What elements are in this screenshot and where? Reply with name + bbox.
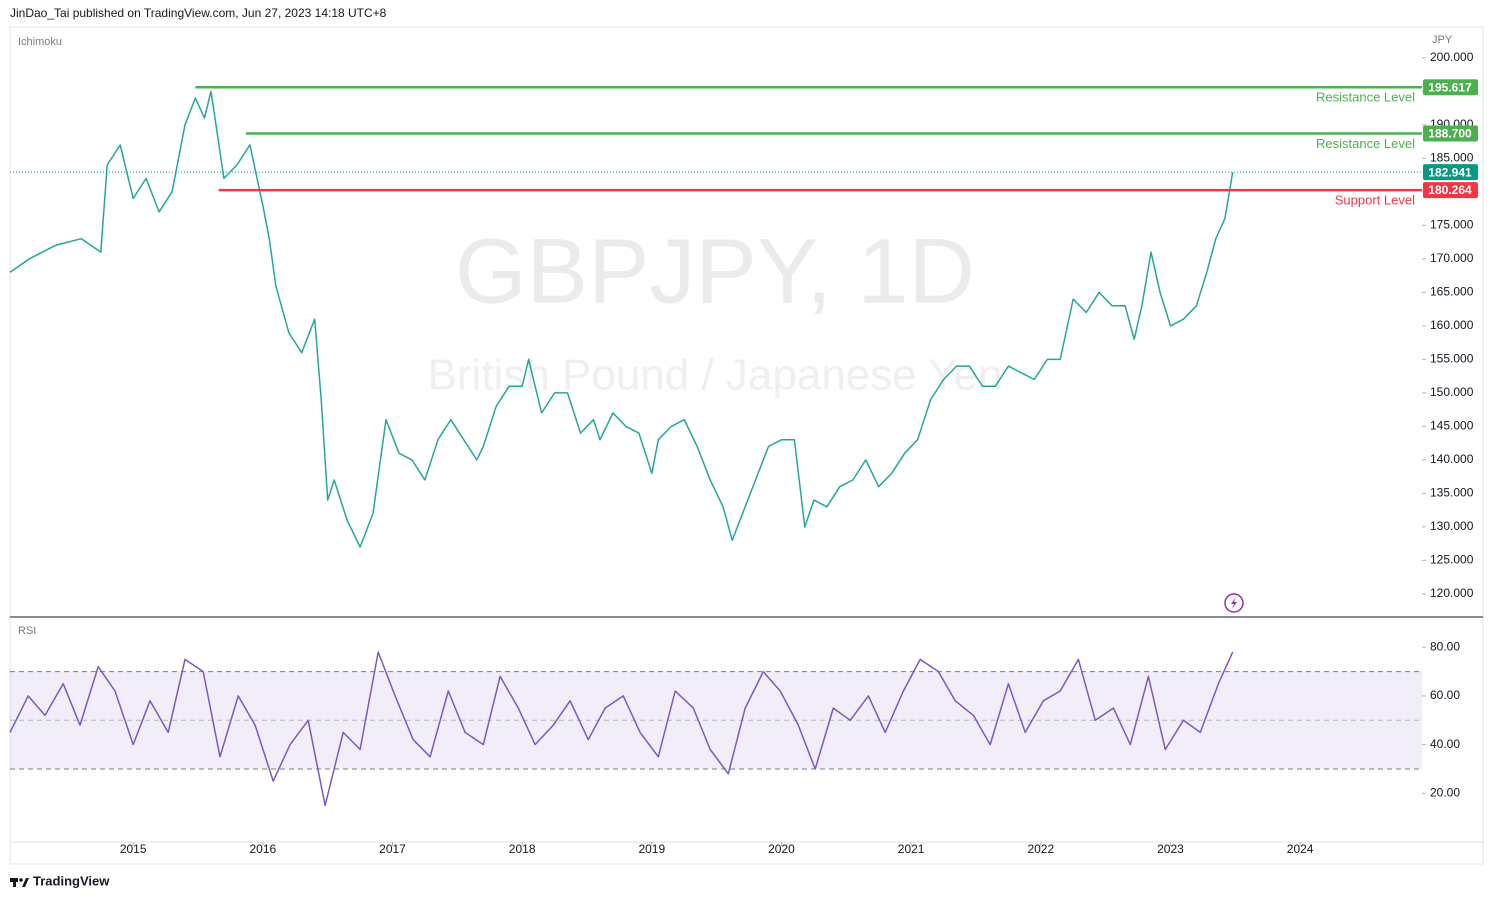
x-tick-label: 2017 [379, 842, 406, 856]
y-tick-label: 40.00 [1430, 737, 1460, 751]
x-tick-label: 2020 [768, 842, 795, 856]
indicator-label: Ichimoku [18, 36, 62, 48]
y-tick-label: 125.000 [1430, 553, 1474, 567]
y-tick-label: 145.000 [1430, 419, 1474, 433]
level-name: Resistance Level [1316, 136, 1415, 151]
brand: TradingView [33, 873, 110, 888]
price-line [9, 90, 1234, 548]
level-value: 180.264 [1428, 183, 1472, 197]
x-tick-label: 2019 [638, 842, 665, 856]
y-tick-label: 185.000 [1430, 151, 1474, 165]
y-tick-label: 175.000 [1430, 218, 1474, 232]
y-tick-label: 135.000 [1430, 486, 1474, 500]
level-value: 195.617 [1428, 80, 1472, 94]
level-name: Support Level [1335, 193, 1415, 208]
price-line [9, 651, 1234, 807]
y-tick-label: 170.000 [1430, 251, 1474, 265]
watermark: GBPJPY, 1D [455, 220, 975, 322]
x-tick-label: 2023 [1157, 842, 1184, 856]
level-tag [1423, 79, 1478, 96]
x-tick-label: 2015 [120, 842, 147, 856]
level-tag [1423, 182, 1478, 199]
y-tick-label: 130.000 [1430, 519, 1474, 533]
unit-label: JPY [1432, 34, 1453, 46]
y-tick-label: 165.000 [1430, 285, 1474, 299]
y-tick-label: 80.00 [1430, 639, 1460, 653]
attribution: JinDao_Tai published on TradingView.com,… [10, 6, 387, 20]
y-tick-label: 140.000 [1430, 452, 1474, 466]
x-tick-label: 2024 [1287, 842, 1314, 856]
y-tick-label: 120.000 [1430, 586, 1474, 600]
y-tick-label: 60.00 [1430, 688, 1460, 702]
level-name: Resistance Level [1316, 90, 1415, 105]
x-tick-label: 2016 [249, 842, 276, 856]
y-tick-label: 160.000 [1430, 318, 1474, 332]
level-tag [1423, 125, 1478, 142]
x-tick-label: 2022 [1027, 842, 1054, 856]
lightning-icon [1224, 593, 1244, 613]
x-tick-label: 2021 [898, 842, 925, 856]
y-tick-label: 155.000 [1430, 352, 1474, 366]
frame [9, 26, 1484, 865]
watermark-subtitle: British Pound / Japanese Yen [428, 351, 1003, 400]
indicator-label: RSI [18, 625, 36, 637]
last-price-value: 182.941 [1428, 165, 1472, 179]
last-price-tag [1423, 164, 1478, 181]
brand-logo [10, 878, 29, 887]
y-tick-label: 20.00 [1430, 785, 1460, 799]
y-tick-label: 150.000 [1430, 385, 1474, 399]
level-value: 188.700 [1428, 127, 1472, 141]
y-tick-label: 200.000 [1430, 50, 1474, 64]
x-tick-label: 2018 [509, 842, 536, 856]
